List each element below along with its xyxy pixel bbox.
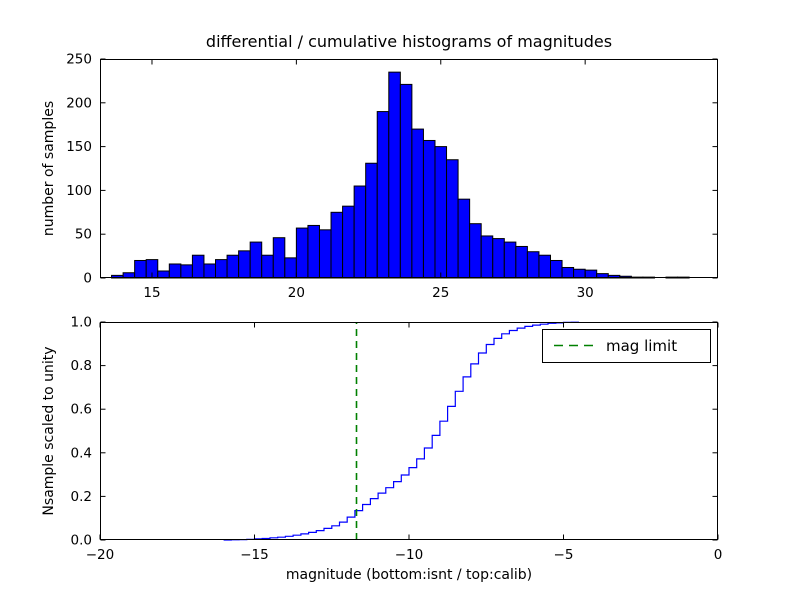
- histogram-bar: [318, 229, 332, 279]
- y-tick-label: 100: [66, 183, 92, 199]
- histogram-bar: [261, 254, 274, 279]
- plot-title: differential / cumulative histograms of …: [206, 32, 612, 51]
- x-tick-label: 15: [143, 285, 160, 301]
- histogram-bar: [584, 269, 598, 279]
- histogram-bar: [365, 162, 378, 279]
- x-tick-label: 25: [432, 285, 449, 301]
- histogram-bar: [330, 211, 344, 279]
- y-tick-label: 0.8: [71, 358, 92, 374]
- cumulative-histogram-subplot: −20 −15 −10 −5 0 0.0 0.2 0.4 0.6 0.8 1.0 magnitude …: [41, 315, 722, 584]
- histogram-bar: [561, 266, 575, 279]
- y-tick-label: 0.0: [71, 533, 92, 549]
- histogram-bar: [446, 159, 459, 279]
- y-tick-label: 0.2: [71, 489, 92, 505]
- x-tick-label: 30: [577, 285, 594, 301]
- histogram-bar: [353, 185, 367, 279]
- y-tick-label: 150: [66, 139, 92, 155]
- y-tick-label: 1.0: [71, 315, 92, 331]
- histogram-bar: [180, 264, 193, 279]
- histogram-bar: [284, 257, 297, 279]
- y-tick-label: 50: [75, 227, 92, 243]
- histogram-bar: [191, 254, 205, 279]
- histogram-bar: [526, 251, 540, 279]
- x-tick-label: −20: [86, 547, 115, 563]
- x-tick-label: 20: [288, 285, 305, 301]
- y-tick-label: 250: [66, 52, 92, 68]
- histogram-bar: [203, 263, 217, 279]
- x-tick-label: 0: [714, 547, 723, 563]
- histogram-bar: [422, 139, 436, 279]
- histogram-bar: [388, 71, 401, 279]
- histogram-bar: [215, 259, 228, 279]
- histogram-bar: [307, 224, 320, 279]
- histogram-bar: [480, 235, 494, 279]
- x-axis-label: magnitude (bottom:isnt / top:calib): [286, 567, 532, 583]
- cumulative-step-line: [223, 321, 580, 541]
- histogram-bar: [226, 254, 240, 279]
- histogram-bar: [272, 237, 286, 279]
- histogram-bar: [249, 241, 263, 279]
- x-tick-label: −15: [240, 547, 269, 563]
- histogram-bar: [538, 254, 552, 279]
- axes-frame: [100, 59, 718, 278]
- histogram-bar: [434, 146, 448, 279]
- histogram-bar: [342, 205, 355, 279]
- y-tick-label: 0.4: [71, 445, 92, 461]
- histogram-bar: [295, 227, 309, 279]
- histogram-bar: [411, 128, 424, 279]
- histogram-bar: [157, 270, 170, 279]
- histogram-bar: [399, 83, 413, 279]
- histogram-bar: [376, 111, 390, 279]
- histogram-bar: [492, 238, 505, 279]
- histogram-bar: [469, 223, 482, 279]
- y-tick-label: 0: [83, 271, 92, 287]
- histogram-bar: [573, 268, 586, 279]
- y-tick-label: 0.6: [71, 402, 92, 418]
- histogram-bar: [168, 263, 182, 279]
- histogram-bar: [503, 241, 517, 279]
- x-tick-label: −10: [395, 547, 424, 563]
- differential-histogram-subplot: 15 20 25 30 0 50 100 150 200 250 differential / cu…: [41, 32, 718, 301]
- x-tick-label: −5: [554, 547, 574, 563]
- histogram-bar: [238, 250, 251, 279]
- legend: mag limit: [542, 329, 711, 363]
- histogram-bar: [134, 259, 147, 279]
- y-axis-label: number of samples: [41, 101, 57, 236]
- y-axis-label: Nsample scaled to unity: [41, 346, 57, 515]
- y-tick-label: 200: [66, 95, 92, 111]
- histogram-bar: [515, 245, 528, 279]
- histogram-bar: [550, 259, 563, 279]
- legend-label: mag limit: [606, 337, 677, 355]
- histogram-bar: [457, 198, 471, 279]
